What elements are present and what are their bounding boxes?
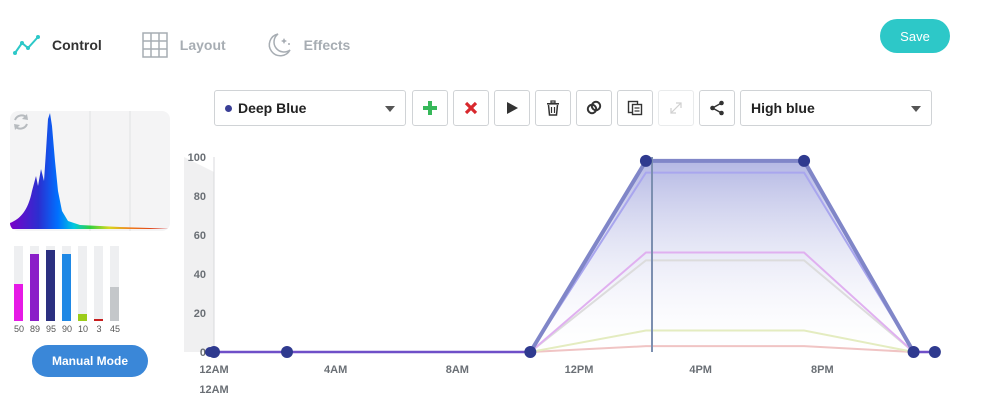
channel-fill — [14, 283, 23, 321]
tab-effects-label: Effects — [303, 37, 351, 53]
tab-effects[interactable]: Effects — [264, 30, 351, 60]
channel-color-dot — [225, 104, 232, 112]
preset-select[interactable]: High blue — [740, 90, 932, 126]
channel-track — [30, 246, 39, 321]
play-button[interactable] — [494, 90, 530, 126]
channel-levels: 50 89 95 90 10 3 45 — [12, 246, 132, 336]
manual-mode-button[interactable]: Manual Mode — [32, 345, 148, 377]
delete-icon — [464, 101, 478, 115]
clear-button[interactable] — [535, 90, 571, 126]
save-button[interactable]: Save — [880, 19, 950, 53]
channel-track — [46, 246, 55, 321]
control-point[interactable] — [798, 154, 811, 167]
link-icon — [586, 100, 602, 115]
link-button[interactable] — [576, 90, 612, 126]
copy-button[interactable] — [617, 90, 653, 126]
channel-track — [62, 246, 71, 321]
channel-fill — [94, 318, 103, 321]
channel-value: 45 — [109, 324, 120, 334]
series-line — [529, 259, 915, 353]
channel-select-label: Deep Blue — [238, 100, 307, 116]
y-tick-label: 60 — [194, 230, 206, 242]
series-line — [530, 329, 914, 353]
chevron-down-icon — [911, 106, 921, 112]
control-point[interactable] — [281, 346, 293, 358]
selected-series-area — [530, 160, 914, 352]
tab-control[interactable]: Control — [12, 30, 102, 60]
preset-select-label: High blue — [751, 100, 815, 116]
line-chart-icon — [12, 30, 42, 60]
channel-fill — [30, 254, 39, 321]
x-tick-label: 8PM — [811, 364, 834, 376]
trash-icon — [547, 100, 559, 116]
channel-value: 10 — [77, 324, 88, 334]
x-tick-label: 12AM — [199, 364, 228, 376]
x-tick-label: 8AM — [446, 364, 469, 376]
refresh-icon[interactable] — [10, 111, 32, 133]
series-line — [530, 345, 914, 353]
control-point[interactable] — [928, 346, 941, 358]
copy-icon — [627, 100, 643, 116]
share-icon — [710, 100, 724, 116]
x-tick-label: 12PM — [565, 364, 594, 376]
spectrum-preview — [10, 111, 170, 231]
channel-select[interactable]: Deep Blue — [214, 90, 406, 126]
expand-button[interactable] — [658, 90, 694, 126]
y-tick-label: 40 — [194, 269, 206, 281]
add-point-button[interactable] — [412, 90, 448, 126]
channel-track — [14, 246, 23, 321]
tab-control-label: Control — [52, 37, 102, 53]
moon-stars-icon — [264, 30, 294, 60]
channel-value: 95 — [45, 324, 56, 334]
tab-layout[interactable]: Layout — [140, 30, 226, 60]
x-tick-label: 4PM — [689, 364, 712, 376]
y-tick-label: 100 — [188, 152, 206, 164]
series-line — [529, 251, 915, 353]
top-tabs: Control Layout Effects — [12, 28, 388, 62]
channel-fill — [46, 249, 55, 321]
y-tick-label: 20 — [194, 308, 206, 320]
selected-series-line — [528, 158, 916, 354]
add-icon — [423, 101, 437, 115]
y-axis-band — [184, 157, 214, 352]
expand-icon — [670, 102, 682, 114]
channel-fill — [78, 313, 87, 321]
control-point[interactable] — [907, 346, 920, 358]
channel-value: 3 — [96, 324, 102, 334]
grid-icon — [140, 30, 170, 60]
series-line — [529, 171, 915, 353]
x-extra-label: 12AM — [199, 384, 228, 396]
schedule-chart[interactable]: 0 20 40 60 80 100 12AM 4AM 8AM 12PM 4PM 8PM 12AM — [184, 145, 994, 405]
y-tick-label: 80 — [194, 191, 206, 203]
channel-value: 50 — [13, 324, 24, 334]
channel-fill — [110, 287, 119, 321]
tab-layout-label: Layout — [179, 37, 226, 53]
channel-fill — [62, 253, 71, 321]
y-tick-label: 0 — [200, 347, 206, 359]
delete-point-button[interactable] — [453, 90, 489, 126]
play-icon — [507, 102, 518, 114]
share-button[interactable] — [699, 90, 735, 126]
control-point[interactable] — [639, 154, 652, 167]
control-point[interactable] — [205, 347, 215, 357]
x-tick-label: 4AM — [324, 364, 347, 376]
channel-track — [110, 246, 119, 321]
control-point[interactable] — [524, 346, 537, 358]
channel-value: 89 — [29, 324, 40, 334]
channel-value: 90 — [61, 324, 72, 334]
channel-track — [94, 246, 103, 321]
chevron-down-icon — [385, 106, 395, 112]
channel-track — [78, 246, 87, 321]
